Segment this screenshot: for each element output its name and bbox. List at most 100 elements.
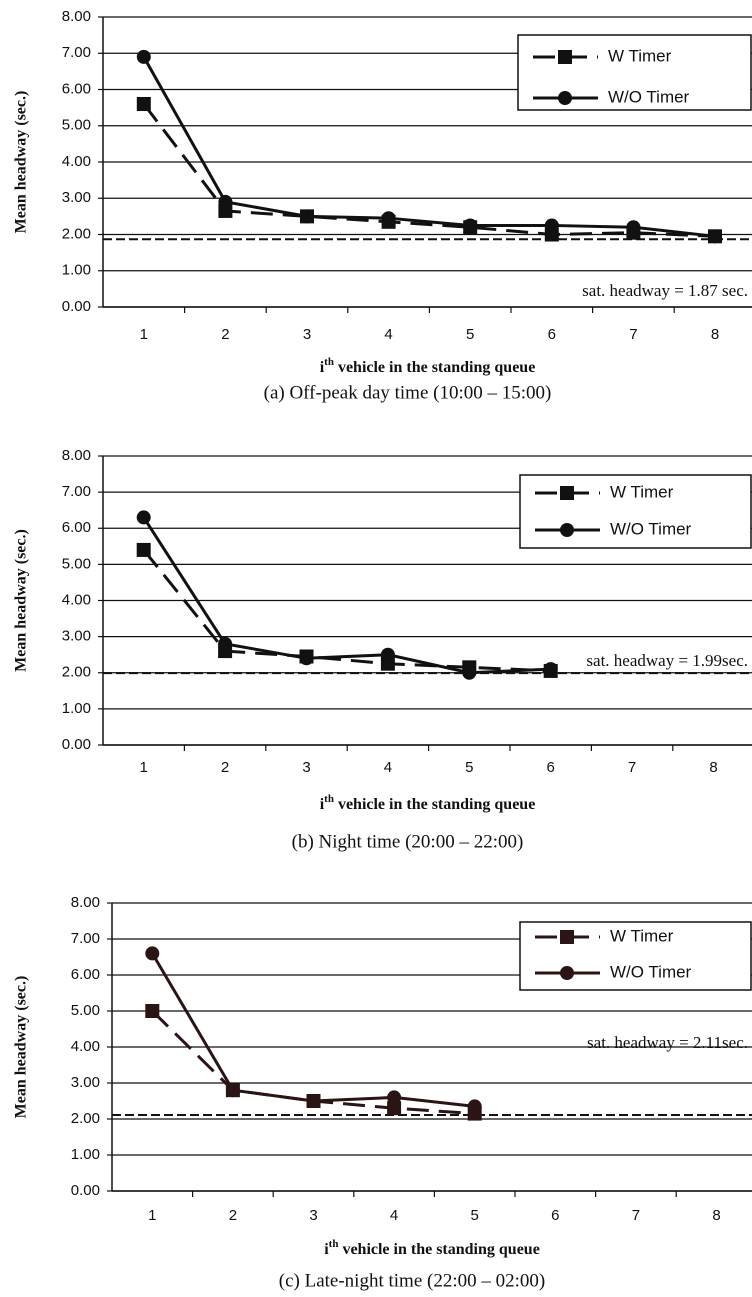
square-marker: [136, 97, 151, 111]
caption: (c) Late-night time (22:00 – 02:00): [279, 1270, 545, 1291]
x-axis-title-part: th: [329, 1238, 339, 1250]
legend-marker: [560, 930, 574, 944]
chart: 0.00 1.00 2.00 3.00 4.00 5.00 6.00 7.00 8.00 1 2 3 4…: [13, 8, 752, 403]
x-axis-title-part: vehicle in the standing queue: [334, 796, 535, 813]
circle-marker: [145, 946, 160, 961]
legend-marker: [560, 966, 574, 980]
circle-marker: [300, 209, 314, 224]
circle-marker: [387, 1090, 402, 1105]
y-tick-label: 2.00: [71, 1110, 100, 1127]
legend-label: W/O Timer: [610, 962, 692, 981]
annotation: sat. headway = 2.11sec.: [587, 1033, 748, 1052]
x-tick-label: 6: [548, 326, 556, 343]
x-axis-title-part: i: [320, 359, 325, 376]
y-tick-label: 4.00: [71, 1038, 100, 1055]
chart: 0.00 1.00 2.00 3.00 4.00 5.00 6.00 7.00 8.00 1 2 3 4…: [13, 447, 752, 852]
circle-marker: [543, 662, 558, 677]
legend-label: W/O Timer: [610, 519, 692, 538]
circle-marker: [467, 1099, 482, 1114]
y-tick-label: 6.00: [71, 966, 100, 983]
x-tick-label: 6: [551, 1207, 559, 1224]
y-tick-label: 0.00: [62, 298, 91, 315]
y-tick-label: 2.00: [62, 664, 91, 681]
series-line: [142, 516, 551, 675]
legend-marker: [558, 91, 572, 105]
legend-marker: [560, 523, 574, 537]
y-tick-label: 3.00: [71, 1074, 100, 1091]
series-line: [142, 56, 716, 238]
y-tick-label: 6.00: [62, 80, 91, 97]
y-tick-label: 7.00: [62, 483, 91, 500]
caption: (a) Off-peak day time (10:00 – 15:00): [264, 382, 552, 403]
x-tick-label: 3: [302, 759, 310, 776]
caption: (b) Night time (20:00 – 22:00): [292, 831, 524, 852]
x-tick-label: 4: [384, 759, 392, 776]
legend-box: [519, 921, 752, 991]
y-tick-label: 5.00: [62, 117, 91, 134]
square-marker: [387, 1101, 402, 1116]
x-axis-title-part: i: [320, 796, 325, 813]
x-axis-title-part: i: [324, 1241, 329, 1258]
x-tick-label: 5: [471, 1207, 479, 1224]
legend-box: [519, 474, 752, 549]
chart: 0.00 1.00 2.00 3.00 4.00 5.00 6.00 7.00 8.00 1 2 3 4…: [13, 894, 752, 1291]
x-tick-label: 7: [628, 759, 636, 776]
x-tick-label: 8: [711, 326, 719, 343]
y-tick-label: 5.00: [62, 555, 91, 572]
y-tick-label: 8.00: [62, 8, 91, 25]
square-marker: [145, 1004, 160, 1018]
x-tick-label: 8: [712, 1207, 720, 1224]
x-tick-label: 3: [303, 326, 311, 343]
legend-marker: [558, 50, 572, 64]
y-tick-label: 1.00: [71, 1146, 100, 1163]
y-tick-label: 5.00: [71, 1002, 100, 1019]
y-tick-label: 1.00: [62, 262, 91, 279]
y-axis-title: Mean headway (sec.): [13, 529, 30, 672]
legend-label: W Timer: [608, 46, 672, 65]
x-axis-title: ith vehicle in the standing queue: [324, 1238, 540, 1258]
circle-marker: [306, 1094, 321, 1108]
x-tick-label: 6: [547, 759, 555, 776]
legend-label: W/O Timer: [608, 87, 690, 106]
y-tick-label: 8.00: [62, 447, 91, 464]
x-tick-label: 5: [465, 759, 473, 776]
x-tick-label: 2: [229, 1207, 237, 1224]
circle-marker: [708, 229, 722, 244]
x-tick-label: 1: [140, 326, 148, 343]
y-axis-title: Mean headway (sec.): [13, 91, 30, 234]
y-tick-label: 0.00: [62, 736, 91, 753]
y-tick-label: 4.00: [62, 591, 91, 608]
x-axis-title: ith vehicle in the standing queue: [320, 793, 536, 813]
x-tick-label: 7: [632, 1207, 640, 1224]
x-tick-label: 2: [221, 759, 229, 776]
series-line: [142, 548, 551, 673]
annotation: sat. headway = 1.87 sec.: [582, 281, 748, 300]
y-tick-label: 8.00: [71, 894, 100, 911]
y-tick-label: 4.00: [62, 153, 91, 170]
annotation: sat. headway = 1.99sec.: [586, 651, 748, 670]
y-tick-label: 7.00: [71, 930, 100, 947]
x-tick-label: 8: [709, 759, 717, 776]
circle-marker: [218, 194, 233, 209]
square-marker: [136, 542, 151, 557]
x-axis-title-part: vehicle in the standing queue: [334, 359, 535, 376]
circle-marker: [136, 49, 151, 64]
x-tick-label: 4: [390, 1207, 398, 1224]
circle-marker: [299, 651, 314, 666]
x-axis-title-part: vehicle in the standing queue: [338, 1241, 539, 1258]
circle-marker: [225, 1083, 240, 1098]
circle-marker: [462, 665, 477, 680]
x-tick-label: 1: [148, 1207, 156, 1224]
x-tick-label: 5: [466, 326, 474, 343]
y-axis-title: Mean headway (sec.): [13, 976, 30, 1119]
x-axis-title-part: th: [324, 793, 334, 805]
x-axis-title: ith vehicle in the standing queue: [320, 356, 536, 376]
circle-marker: [380, 647, 395, 662]
x-tick-label: 1: [140, 759, 148, 776]
circle-marker: [626, 220, 641, 235]
x-tick-label: 7: [629, 326, 637, 343]
y-tick-label: 1.00: [62, 700, 91, 717]
circle-marker: [544, 218, 559, 233]
x-tick-label: 3: [309, 1207, 317, 1224]
